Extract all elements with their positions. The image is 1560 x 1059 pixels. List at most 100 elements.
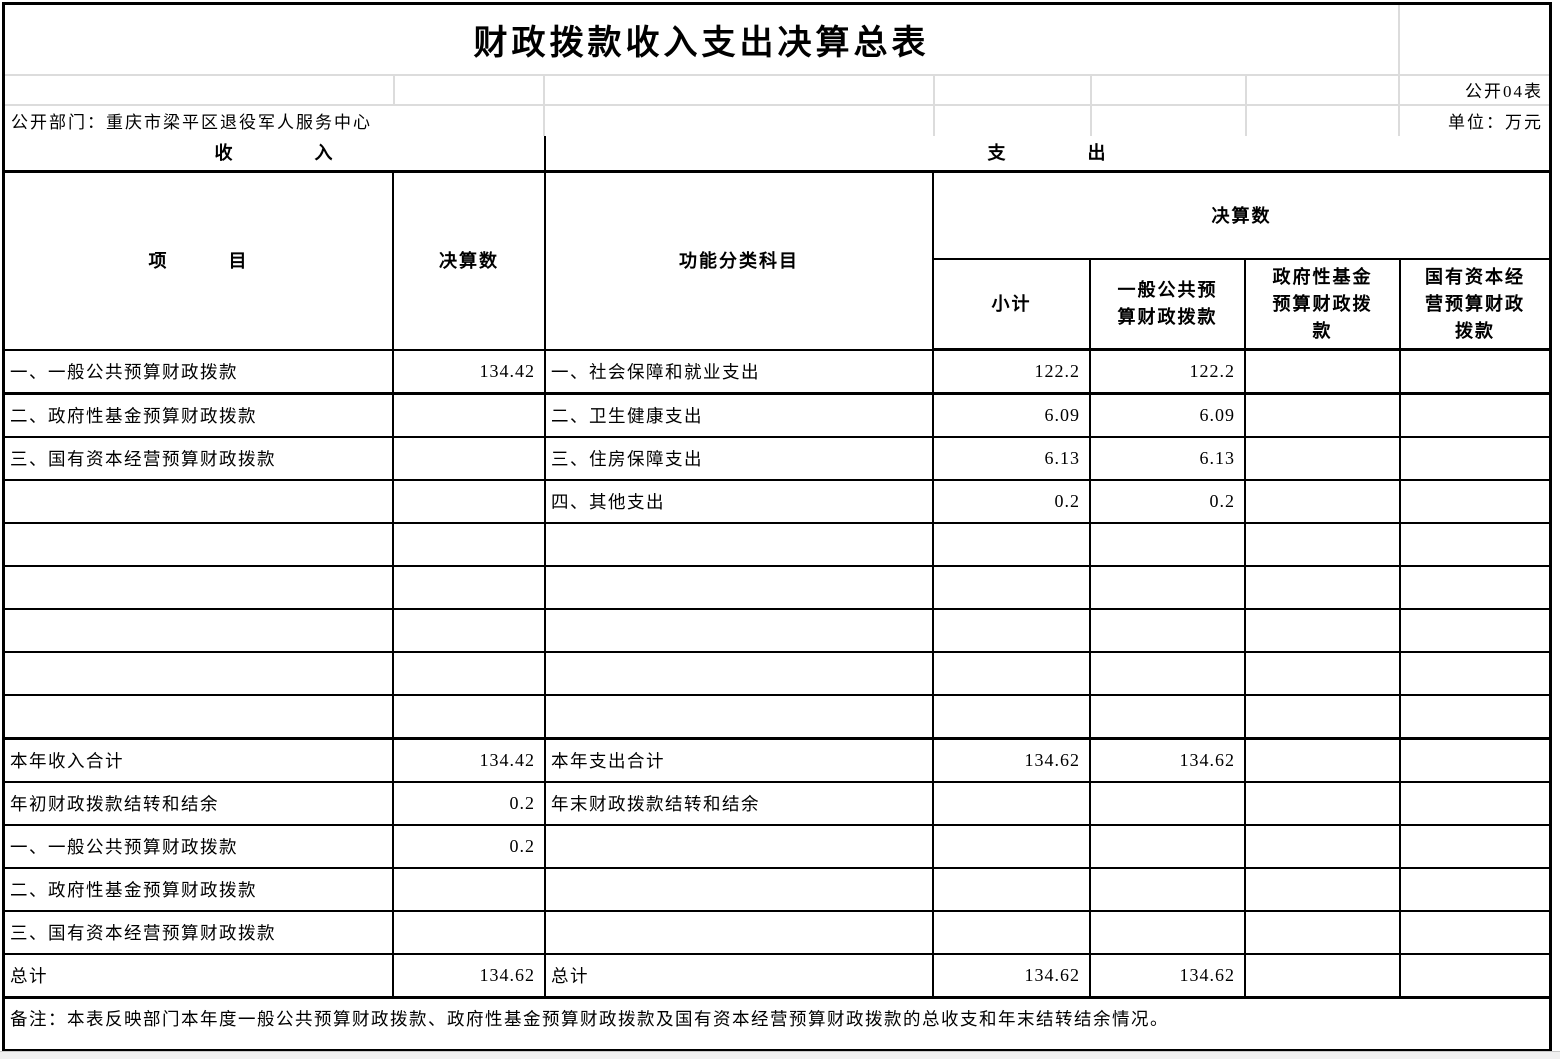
- window-bottom-strip: [0, 1051, 1560, 1059]
- income-item-cell: [5, 608, 394, 653]
- col-header-function: 功能分类科目: [544, 170, 934, 351]
- expense-gov-fund-cell: [1244, 479, 1401, 524]
- expense-item-cell: [544, 522, 934, 567]
- expense-general-budget-cell: 6.13: [1089, 436, 1246, 481]
- expense-subtotal-cell: 122.2: [932, 348, 1091, 395]
- expense-general-budget-cell: [1089, 651, 1246, 696]
- income-item-cell: [5, 522, 394, 567]
- income-value-cell: [392, 479, 546, 524]
- income-item-cell: 总计: [5, 953, 394, 999]
- expense-gov-fund-cell: [1244, 436, 1401, 481]
- department-label: 公开部门：重庆市梁平区退役军人服务中心: [11, 112, 372, 132]
- col-header-income-final: 决算数: [392, 170, 546, 351]
- table-row: [5, 694, 1550, 740]
- section-header-row: 收 入 支 出: [5, 136, 1550, 173]
- expense-state-capital-cell: [1398, 910, 1550, 955]
- income-value-cell: 134.62: [392, 953, 546, 999]
- table-row: 年初财政拨款结转和结余 0.2 年末财政拨款结转和结余: [5, 781, 1550, 826]
- expense-item-cell: 三、住房保障支出: [544, 436, 934, 481]
- sheet-label-row: 公开04表: [5, 74, 1549, 104]
- expense-gov-fund-cell: [1244, 348, 1401, 395]
- expense-gov-fund-cell: [1244, 694, 1401, 740]
- expense-item-cell: [544, 565, 934, 610]
- expense-state-capital-cell: [1398, 867, 1550, 912]
- expense-general-budget-cell: 134.62: [1089, 953, 1246, 999]
- table-row: [5, 522, 1550, 567]
- expense-subtotal-cell: [932, 608, 1091, 653]
- expense-state-capital-cell: [1398, 651, 1550, 696]
- expense-general-budget-cell: 0.2: [1089, 479, 1246, 524]
- table-row: 一、一般公共预算财政拨款 0.2: [5, 824, 1550, 869]
- expense-subtotal-cell: 6.09: [932, 392, 1091, 438]
- table-row: [5, 608, 1550, 653]
- gridline: [393, 74, 395, 104]
- income-value-cell: [392, 392, 546, 438]
- income-value-cell: [392, 694, 546, 740]
- expense-subtotal-cell: [932, 565, 1091, 610]
- expense-general-budget-cell: [1089, 694, 1246, 740]
- expense-gov-fund-cell: [1244, 392, 1401, 438]
- income-item-cell: [5, 479, 394, 524]
- expense-gov-fund-cell: [1244, 953, 1401, 999]
- expense-gov-fund-cell: [1244, 867, 1401, 912]
- income-item-cell: [5, 565, 394, 610]
- income-value-cell: [392, 436, 546, 481]
- income-item-cell: [5, 651, 394, 696]
- expense-general-budget-cell: [1089, 608, 1246, 653]
- table-row: [5, 651, 1550, 696]
- expense-general-budget-cell: [1089, 867, 1246, 912]
- note-cell: 备注：本表反映部门本年度一般公共预算财政拨款、政府性基金预算财政拨款及国有资本经…: [5, 996, 1550, 1037]
- expense-subtotal-cell: [932, 824, 1091, 869]
- expense-general-budget-cell: 122.2: [1089, 348, 1246, 395]
- col-header-general-budget: 一般公共预算财政拨款: [1089, 258, 1246, 351]
- income-item-cell: 本年收入合计: [5, 737, 394, 783]
- income-value-cell: 134.42: [392, 737, 546, 783]
- income-item-cell: 二、政府性基金预算财政拨款: [5, 392, 394, 438]
- table-row: 四、其他支出 0.2 0.2: [5, 479, 1550, 524]
- gridline: [543, 74, 545, 136]
- expense-subtotal-cell: [932, 651, 1091, 696]
- income-value-cell: [392, 910, 546, 955]
- unit-label: 单位：万元: [1448, 112, 1543, 132]
- income-item-cell: 三、国有资本经营预算财政拨款: [5, 436, 394, 481]
- expense-subtotal-cell: 134.62: [932, 737, 1091, 783]
- expense-subtotal-cell: [932, 867, 1091, 912]
- expense-item-cell: [544, 608, 934, 653]
- expense-subtotal-cell: 0.2: [932, 479, 1091, 524]
- expense-subtotal-cell: 134.62: [932, 953, 1091, 999]
- note-row: 备注：本表反映部门本年度一般公共预算财政拨款、政府性基金预算财政拨款及国有资本经…: [5, 996, 1550, 1037]
- expense-gov-fund-cell: [1244, 910, 1401, 955]
- table-row: 三、国有资本经营预算财政拨款: [5, 910, 1550, 955]
- col-header-expense-final: 决算数: [931, 170, 1550, 260]
- title-row: 财政拨款收入支出决算总表: [5, 5, 1398, 74]
- department-row: 公开部门：重庆市梁平区退役军人服务中心 单位：万元: [5, 104, 1549, 136]
- col-header-item: 项 目: [5, 170, 394, 351]
- expense-item-cell: 一、社会保障和就业支出: [544, 348, 934, 395]
- expense-section-header: 支 出: [543, 136, 1550, 173]
- budget-table: 收 入 支 出 项 目 决算数 功能分类科目 决算数 小计 一般公共预算财政拨款…: [5, 136, 1550, 1037]
- expense-general-budget-cell: [1089, 910, 1246, 955]
- expense-item-cell: [544, 867, 934, 912]
- expense-gov-fund-cell: [1244, 781, 1401, 826]
- expense-general-budget-cell: 134.62: [1089, 737, 1246, 783]
- income-item-cell: 三、国有资本经营预算财政拨款: [5, 910, 394, 955]
- expense-state-capital-cell: [1398, 737, 1550, 783]
- expense-state-capital-cell: [1398, 479, 1550, 524]
- income-value-cell: [392, 608, 546, 653]
- income-value-cell: [392, 522, 546, 567]
- expense-state-capital-cell: [1398, 953, 1550, 999]
- income-item-cell: 年初财政拨款结转和结余: [5, 781, 394, 826]
- table-row: [5, 565, 1550, 610]
- expense-item-cell: 年末财政拨款结转和结余: [544, 781, 934, 826]
- income-value-cell: [392, 867, 546, 912]
- col-header-gov-fund: 政府性基金预算财政拨款: [1244, 258, 1401, 351]
- expense-general-budget-cell: [1089, 565, 1246, 610]
- table-row: 本年收入合计 134.42 本年支出合计 134.62 134.62: [5, 737, 1550, 783]
- sheet-label: 公开04表: [1465, 81, 1543, 101]
- income-section-header: 收 入: [5, 136, 546, 173]
- column-header-row-1: 项 目 决算数 功能分类科目 决算数: [5, 170, 1550, 351]
- expense-subtotal-cell: [932, 910, 1091, 955]
- gridline: [1090, 74, 1092, 136]
